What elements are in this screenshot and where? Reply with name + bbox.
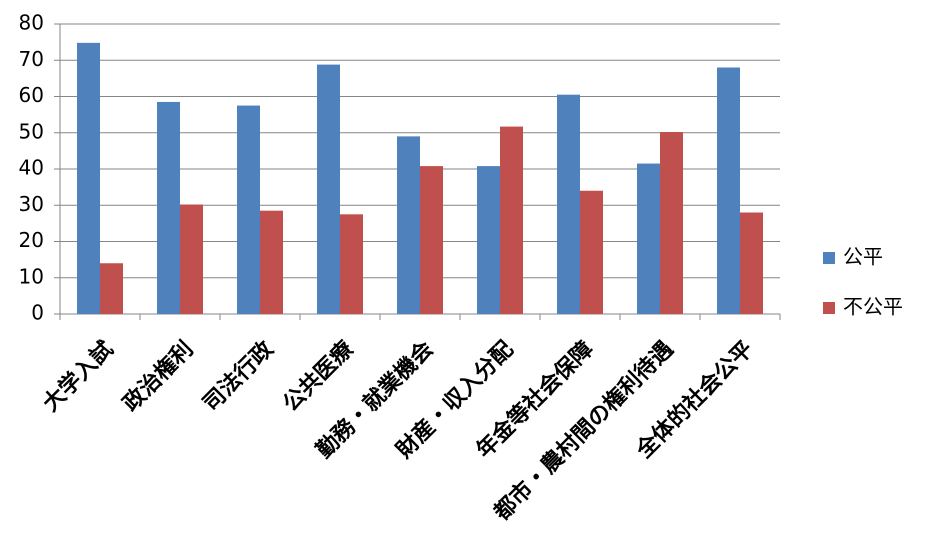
x-tick-label: 司法行政 xyxy=(198,335,279,416)
legend-swatch xyxy=(823,302,835,314)
y-tick-label: 0 xyxy=(31,301,44,325)
bar xyxy=(660,132,683,314)
bar xyxy=(477,166,500,314)
x-tick-label: 大学入試 xyxy=(38,336,119,417)
bar xyxy=(317,64,340,314)
bar xyxy=(740,212,763,314)
bar xyxy=(580,190,603,314)
y-tick-label: 40 xyxy=(19,156,44,180)
bar xyxy=(557,94,580,314)
y-tick-label: 60 xyxy=(19,83,44,107)
legend-label: 不公平 xyxy=(843,295,903,319)
y-tick-label: 50 xyxy=(19,119,44,143)
bar xyxy=(717,67,740,314)
y-tick-label: 70 xyxy=(19,47,44,71)
bar xyxy=(100,263,123,314)
bar xyxy=(420,166,443,314)
bar xyxy=(500,126,523,315)
bar xyxy=(157,101,180,314)
bar xyxy=(237,105,260,314)
x-tick-label: 政治権利 xyxy=(118,336,199,417)
x-tick-label: 公共医療 xyxy=(278,336,359,417)
bar xyxy=(180,204,203,314)
y-tick-label: 80 xyxy=(19,11,44,35)
legend-label: 公平 xyxy=(843,245,883,269)
y-tick-label: 10 xyxy=(19,264,44,288)
bar xyxy=(397,136,420,314)
y-tick-label: 20 xyxy=(19,228,44,252)
bar xyxy=(637,163,660,314)
legend-swatch xyxy=(823,252,835,264)
bar xyxy=(340,214,363,314)
y-tick-label: 30 xyxy=(19,192,44,216)
bar xyxy=(260,210,283,314)
bar xyxy=(77,42,100,314)
